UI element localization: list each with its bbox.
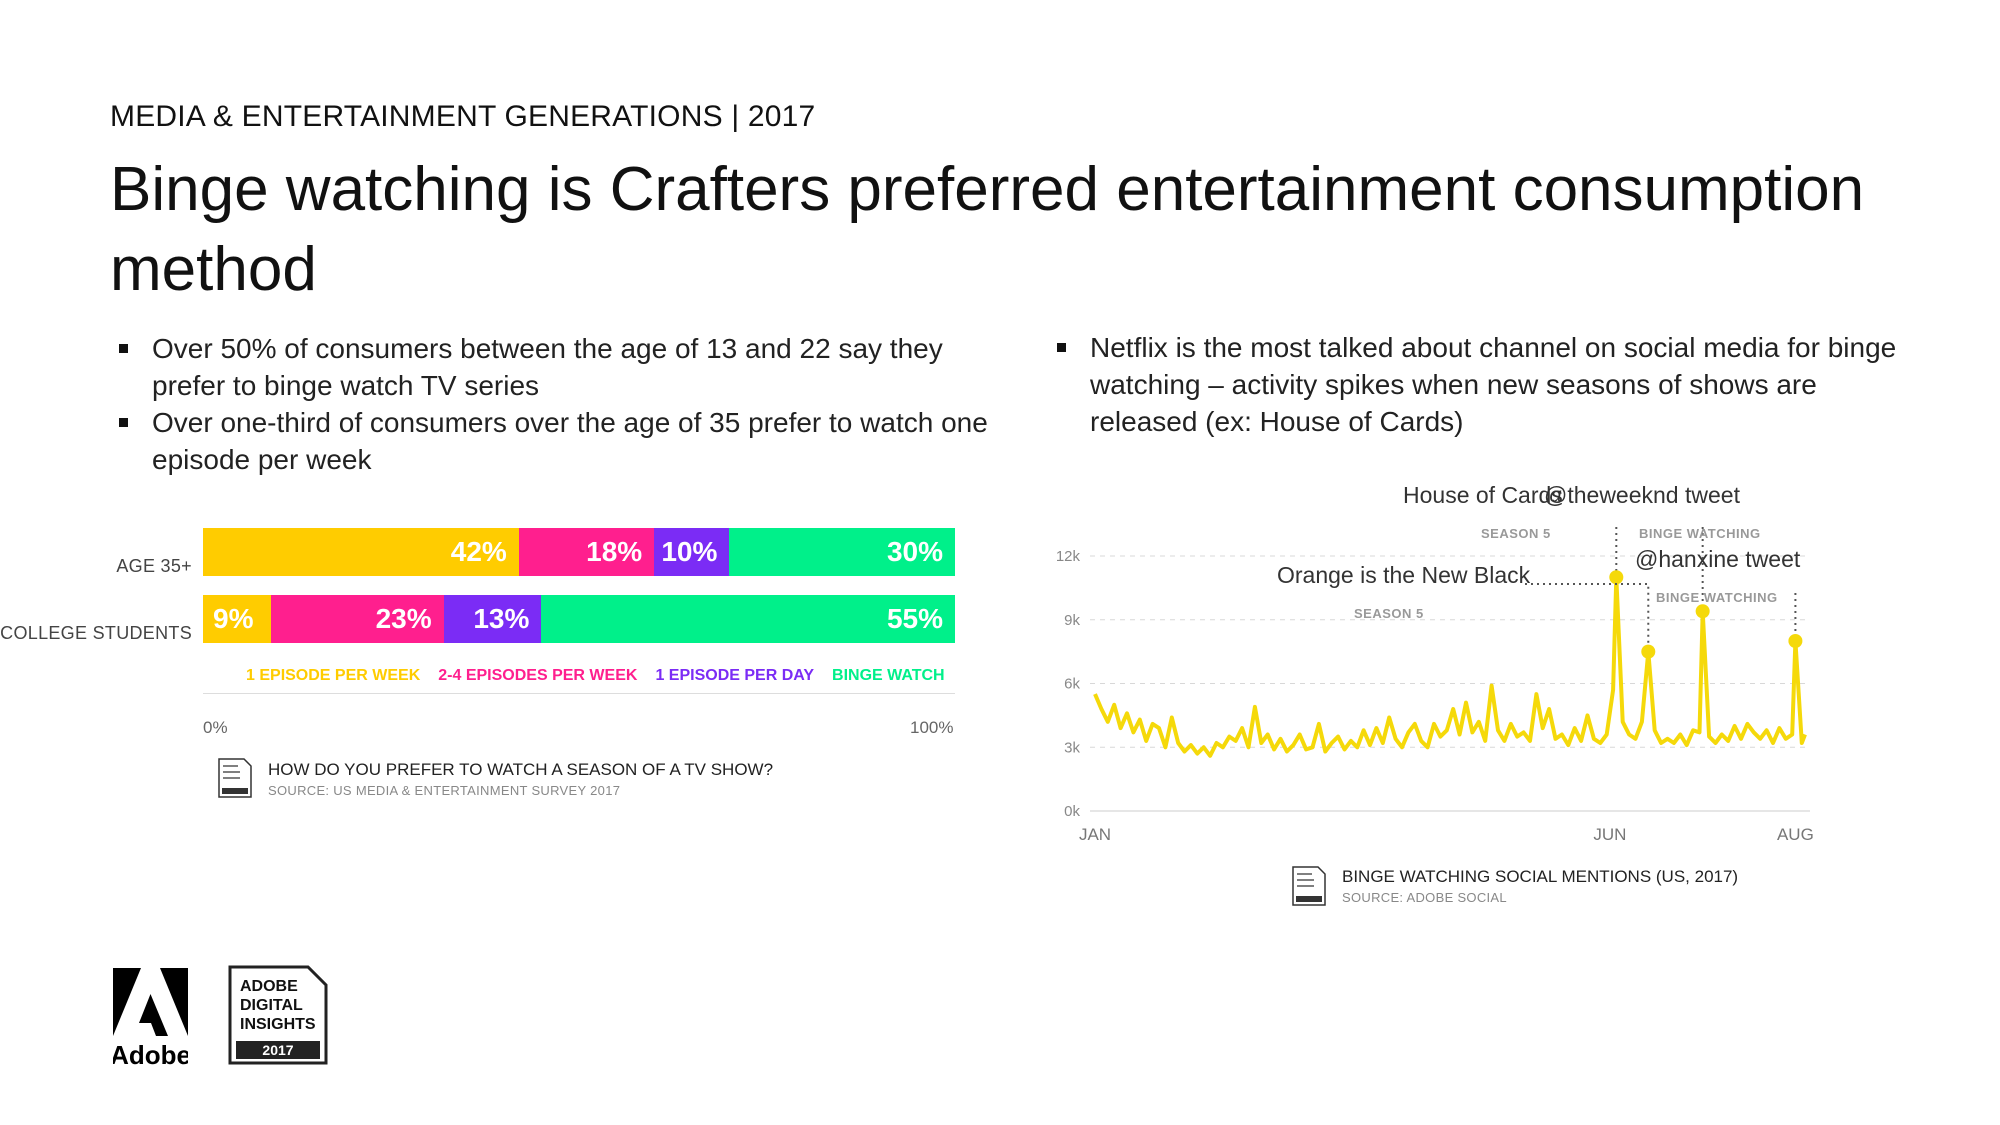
adobe-logo: Adobe (113, 968, 188, 1068)
bar-segment: 13% (443, 595, 542, 643)
legend: 1 EPISODE PER WEEK 2-4 EPISODES PER WEEK… (246, 667, 945, 685)
legend-item-1-per-day: 1 EPISODE PER DAY (655, 667, 815, 684)
bar-row-age-35: 42% 18% 10% 30% (203, 528, 955, 576)
legend-item-2-4-per-week: 2-4 EPISODES PER WEEK (438, 667, 638, 684)
bullets-right: Netflix is the most talked about channel… (1050, 329, 1930, 440)
y-tick-label: 3k (1064, 739, 1080, 756)
line-chart-title: BINGE WATCHING SOCIAL MENTIONS (US, 2017… (1342, 867, 1739, 886)
y-tick-label: 0k (1064, 803, 1080, 820)
annotation-dot (1641, 644, 1656, 659)
annotation-dot (1695, 604, 1710, 619)
x-tick-100: 100% (910, 718, 954, 737)
annotation-dot (1788, 634, 1803, 648)
annotation-sub-orange: SEASON 5 (1354, 606, 1424, 621)
x-tick-0: 0% (203, 718, 228, 737)
annotation-orange-is-the-new-black: Orange is the New Black (1277, 562, 1531, 588)
annotation-sub-theweeknd: BINGE WATCHING (1639, 526, 1761, 541)
row-label-age-35: AGE 35+ (116, 556, 192, 576)
x-tick-label: JAN (1079, 825, 1111, 844)
bullet-item: Over one-third of consumers over the age… (112, 404, 992, 478)
annotation-theweeknd-tweet: @theweeknd tweet (1544, 482, 1740, 508)
x-tick-label: JUN (1593, 825, 1626, 844)
annotation-hanxine-tweet: @hanxine tweet (1635, 546, 1801, 572)
annotation-sub-house-of-cards: SEASON 5 (1481, 526, 1551, 541)
bar-segment: 55% (541, 595, 955, 643)
x-tick-label: AUG (1777, 825, 1814, 844)
y-tick-label: 6k (1064, 676, 1080, 693)
bar-row-college-students: 9% 23% 13% 55% (203, 595, 955, 643)
badge-line: ADOBE (240, 978, 298, 995)
annotation-leader (1525, 583, 1650, 652)
badge-line: DIGITAL (240, 997, 303, 1014)
series-line (1093, 575, 1807, 758)
annotation-dot (1609, 570, 1624, 585)
bar-segment: 30% (729, 528, 955, 576)
y-tick-label: 12k (1056, 548, 1081, 565)
page-title: Binge watching is Crafters preferred ent… (110, 155, 1865, 304)
adobe-digital-insights-badge: ADOBE DIGITAL INSIGHTS 2017 (228, 965, 328, 1065)
annotation-sub-hanxine: BINGE WATCHING (1656, 590, 1778, 605)
bar-segment: 10% (654, 528, 730, 576)
row-label-college-students: COLLEGE STUDENTS (0, 623, 192, 643)
line-chart-svg: 0k 3k 6k 9k 12k JAN JUN AUG (1056, 527, 1814, 844)
bar-chart-question: HOW DO YOU PREFER TO WATCH A SEASON OF A… (268, 760, 774, 779)
bar-segment: 18% (518, 528, 655, 576)
line-chart: 0k 3k 6k 9k 12k JAN JUN AUG House of Cards SEAS… (1050, 482, 1980, 890)
badge-line: INSIGHTS (240, 1016, 316, 1033)
annotation-house-of-cards: House of Cards (1403, 482, 1563, 508)
bullets-left: Over 50% of consumers between the age of… (112, 330, 992, 478)
adobe-wordmark: Adobe (113, 1040, 188, 1068)
bar-segment: 23% (270, 595, 444, 643)
line-chart-source: SOURCE: ADOBE SOCIAL (1342, 890, 1507, 905)
legend-item-1-per-week: 1 EPISODE PER WEEK (246, 667, 421, 684)
bullet-item: Netflix is the most talked about channel… (1050, 329, 1930, 440)
bullet-item: Over 50% of consumers between the age of… (112, 330, 992, 404)
adi-badge-icon (218, 758, 252, 798)
y-tick-label: 9k (1064, 612, 1080, 629)
bar-chart-source: SOURCE: US MEDIA & ENTERTAINMENT SURVEY … (268, 783, 621, 798)
stacked-bar-chart: AGE 35+ COLLEGE STUDENTS 42% 18% 10% 30% 9%… (0, 500, 1000, 820)
bar-segment: 42% (203, 528, 519, 576)
bar-segment: 9% (203, 595, 271, 643)
badge-year: 2017 (262, 1042, 293, 1058)
legend-item-binge-watch: BINGE WATCH (832, 667, 945, 684)
eyebrow-label: MEDIA & ENTERTAINMENT GENERATIONS | 2017 (110, 100, 816, 133)
x-axis-line (203, 693, 955, 694)
adi-badge-icon (1292, 866, 1326, 906)
